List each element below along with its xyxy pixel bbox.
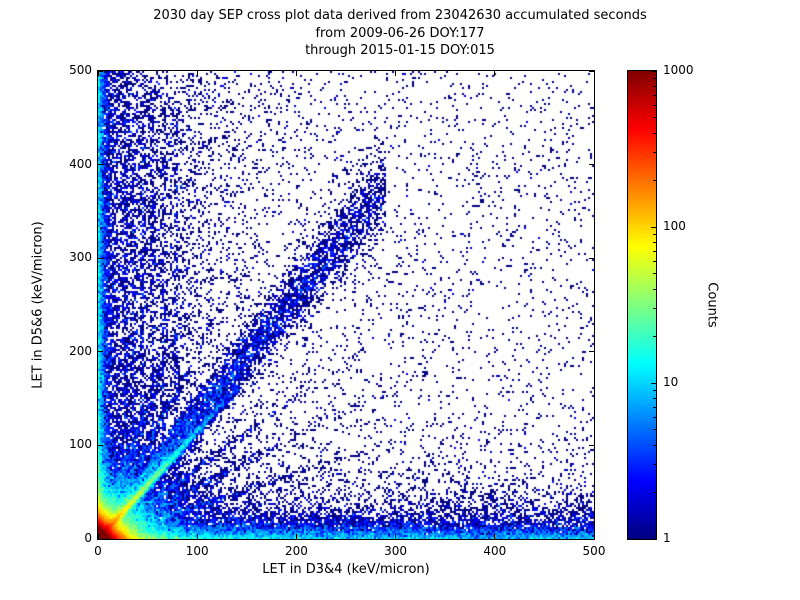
y-tick-mark <box>98 164 103 166</box>
y-tick-mark <box>98 257 103 259</box>
colorbar-minor-tick-mark <box>653 152 656 154</box>
colorbar-minor-tick-mark <box>653 261 656 263</box>
x-tick-mark <box>494 534 496 539</box>
x-tick-mark <box>494 71 496 76</box>
x-tick-label: 0 <box>94 544 102 558</box>
y-tick-mark <box>98 351 103 353</box>
colorbar-tick-mark <box>651 382 656 384</box>
x-tick-label: 400 <box>483 544 507 558</box>
y-tick-mark <box>589 444 594 446</box>
colorbar-minor-tick-mark <box>653 105 656 107</box>
colorbar-tick-label: 1 <box>663 531 671 545</box>
colorbar-minor-tick-mark <box>653 241 656 243</box>
x-tick-mark <box>295 71 297 76</box>
y-tick-mark <box>589 257 594 259</box>
chart-subtitle-1: from 2009-06-26 DOY:177 <box>315 26 485 41</box>
y-tick-mark <box>98 70 103 72</box>
colorbar-minor-tick-mark <box>653 94 656 96</box>
x-tick-mark <box>593 534 595 539</box>
y-tick-mark <box>589 164 594 166</box>
y-tick-label: 100 <box>69 437 92 452</box>
scatter-canvas <box>98 71 594 539</box>
x-tick-label: 300 <box>384 544 408 558</box>
x-tick-mark <box>395 534 397 539</box>
x-tick-mark <box>395 71 397 76</box>
x-tick-label: 500 <box>582 544 606 558</box>
colorbar-minor-tick-mark <box>653 308 656 310</box>
colorbar-minor-tick-mark <box>653 288 656 290</box>
colorbar-minor-tick-mark <box>653 491 656 493</box>
colorbar-minor-tick-mark <box>653 397 656 399</box>
x-tick-mark <box>196 534 198 539</box>
y-tick-label: 200 <box>69 343 92 358</box>
plot-area <box>97 70 595 540</box>
colorbar-minor-tick-mark <box>653 85 656 87</box>
colorbar-minor-tick-mark <box>653 464 656 466</box>
x-tick-mark <box>97 71 99 76</box>
x-tick-mark <box>593 71 595 76</box>
x-tick-mark <box>196 71 198 76</box>
y-tick-mark <box>98 538 103 540</box>
colorbar-tick-mark <box>651 70 656 72</box>
x-tick-label: 100 <box>185 544 209 558</box>
y-tick-label: 300 <box>69 250 92 265</box>
colorbar-minor-tick-mark <box>653 273 656 275</box>
x-axis-label: LET in D3&4 (keV/micron) <box>262 562 430 577</box>
colorbar-minor-tick-mark <box>653 389 656 391</box>
x-tick-mark <box>295 534 297 539</box>
colorbar-tick-mark <box>651 538 656 540</box>
colorbar-tick-label: 10 <box>663 375 679 389</box>
colorbar-minor-tick-mark <box>653 179 656 181</box>
colorbar-minor-tick-mark <box>653 77 656 79</box>
y-tick-mark <box>589 538 594 540</box>
colorbar-minor-tick-mark <box>653 335 656 337</box>
colorbar-tick-label: 100 <box>663 219 686 233</box>
y-axis-label: LET in D5&6 (keV/micron) <box>30 221 46 389</box>
colorbar-tick-label: 1000 <box>663 63 694 77</box>
colorbar-minor-tick-mark <box>653 250 656 252</box>
chart-title: 2030 day SEP cross plot data derived fro… <box>153 8 647 23</box>
x-tick-label: 200 <box>284 544 308 558</box>
y-tick-mark <box>589 70 594 72</box>
x-tick-mark <box>97 534 99 539</box>
chart-subtitle-2: through 2015-01-15 DOY:015 <box>305 43 495 58</box>
y-tick-label: 400 <box>69 156 92 171</box>
y-tick-mark <box>589 351 594 353</box>
colorbar-minor-tick-mark <box>653 406 656 408</box>
colorbar-label: Counts <box>704 282 720 328</box>
colorbar-minor-tick-mark <box>653 132 656 134</box>
y-tick-label: 0 <box>84 531 92 545</box>
y-tick-label: 500 <box>69 63 92 77</box>
colorbar-tick-mark <box>651 226 656 228</box>
colorbar-minor-tick-mark <box>653 117 656 119</box>
colorbar-minor-tick-mark <box>653 233 656 235</box>
colorbar-minor-tick-mark <box>653 444 656 446</box>
y-tick-mark <box>98 444 103 446</box>
colorbar-minor-tick-mark <box>653 417 656 419</box>
colorbar <box>627 70 657 540</box>
colorbar-minor-tick-mark <box>653 429 656 431</box>
